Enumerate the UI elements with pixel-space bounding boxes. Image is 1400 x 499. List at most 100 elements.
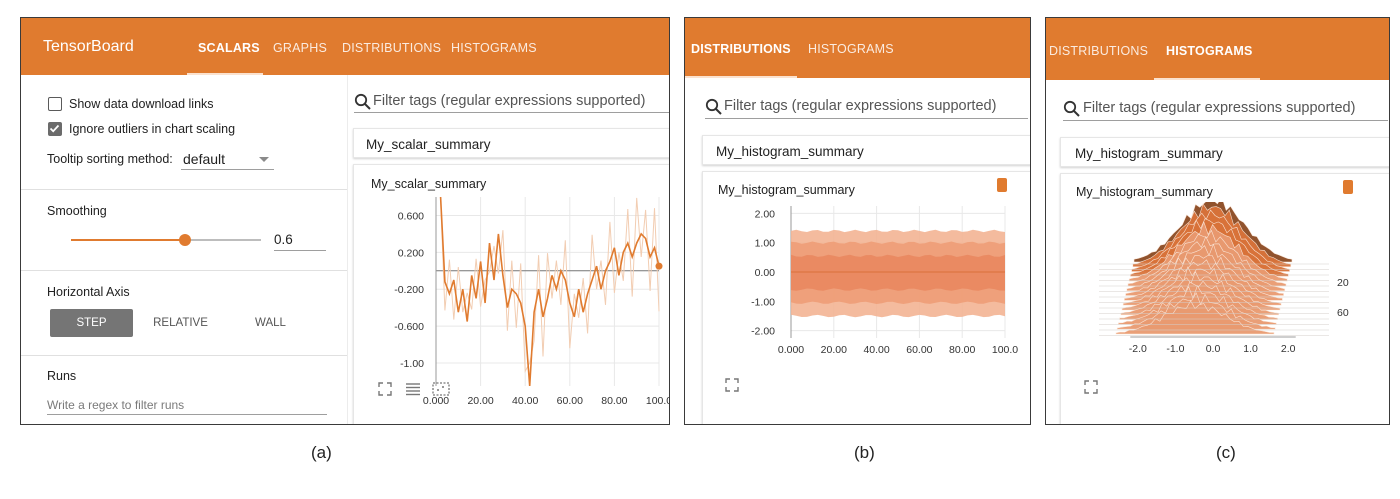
ignore-outliers-label: Ignore outliers in chart scaling bbox=[69, 122, 236, 136]
caption-b: (b) bbox=[854, 443, 875, 462]
filter-tags-underline bbox=[705, 118, 1028, 119]
y-tick-label: -1.00 bbox=[751, 296, 775, 308]
filter-tags-underline bbox=[354, 112, 669, 113]
x-tick-label: 80.00 bbox=[949, 344, 975, 356]
x-tick-label: 20.00 bbox=[467, 395, 493, 407]
histogram-summary-header-card[interactable]: My_histogram_summary bbox=[702, 135, 1030, 165]
caption-c: (c) bbox=[1216, 443, 1236, 462]
y-tick-label: 1.00 bbox=[755, 238, 776, 250]
smoothed-series-line bbox=[439, 197, 660, 387]
ignore-outliers-checkbox[interactable] bbox=[48, 122, 62, 136]
x-tick-label: 100.0 bbox=[992, 344, 1018, 356]
smoothing-value[interactable]: 0.6 bbox=[274, 232, 293, 247]
log-scale-icon[interactable] bbox=[405, 382, 421, 396]
x-tick-label: 40.00 bbox=[512, 395, 538, 407]
active-tab-indicator bbox=[1154, 78, 1260, 80]
relative-button[interactable]: RELATIVE bbox=[153, 317, 208, 329]
app-title: TensorBoard bbox=[43, 38, 134, 55]
tab-distributions[interactable]: DISTRIBUTIONS bbox=[1049, 44, 1149, 58]
horizontal-axis-label: Horizontal Axis bbox=[47, 285, 130, 299]
smoothing-slider-fill bbox=[71, 239, 185, 241]
active-tab-indicator bbox=[187, 73, 263, 75]
histogram-chart[interactable]: -2.0 -1.0 0.0 1.0 2.0 20 60 bbox=[1061, 202, 1390, 382]
y-tick-label: -0.200 bbox=[394, 284, 424, 296]
x-tick-label: -2.0 bbox=[1129, 343, 1147, 355]
search-icon bbox=[705, 98, 722, 115]
show-download-links-label: Show data download links bbox=[69, 97, 214, 111]
top-bar: TensorBoard SCALARS GRAPHS DISTRIBUTIONS… bbox=[21, 18, 669, 75]
run-color-badge[interactable] bbox=[997, 178, 1007, 192]
x-tick-label: -1.0 bbox=[1166, 343, 1184, 355]
runs-filter-input[interactable]: Write a regex to filter runs bbox=[47, 398, 185, 412]
y-tick-label: -2.00 bbox=[751, 326, 775, 338]
active-tab-indicator bbox=[685, 76, 797, 78]
divider bbox=[21, 270, 347, 271]
fit-domain-icon[interactable] bbox=[432, 382, 450, 396]
filter-tags-input[interactable]: Filter tags (regular expressions support… bbox=[373, 93, 646, 109]
fullscreen-icon[interactable] bbox=[378, 382, 392, 396]
scalar-chart-card: My_scalar_summary 0.600 0.200 -0.200 -0.600… bbox=[353, 164, 670, 424]
tab-histograms[interactable]: HISTOGRAMS bbox=[1166, 44, 1253, 58]
x-tick-label: 0.000 bbox=[778, 344, 804, 356]
distribution-band bbox=[791, 254, 1005, 291]
fullscreen-icon[interactable] bbox=[725, 378, 739, 392]
show-download-links-checkbox[interactable] bbox=[48, 97, 62, 111]
distribution-chart[interactable]: 2.00 1.00 0.00 -1.00 -2.000.000 20.00 40.00 60.… bbox=[703, 200, 1031, 380]
y-tick-label: 0.600 bbox=[398, 210, 424, 222]
caption-a: (a) bbox=[311, 443, 332, 462]
tab-scalars[interactable]: SCALARS bbox=[198, 41, 260, 55]
x-tick-label: 1.0 bbox=[1243, 343, 1258, 355]
tab-histograms[interactable]: HISTOGRAMS bbox=[451, 41, 537, 55]
smoothing-value-underline bbox=[274, 250, 326, 251]
step-button[interactable]: STEP bbox=[50, 309, 133, 337]
y-tick-label: 60 bbox=[1337, 307, 1349, 319]
histogram-summary-header-card[interactable]: My_histogram_summary bbox=[1060, 137, 1389, 167]
tooltip-sort-select[interactable]: default bbox=[183, 151, 226, 167]
x-tick-label: 60.00 bbox=[906, 344, 932, 356]
tooltip-sort-underline bbox=[181, 169, 274, 170]
x-tick-label: 80.00 bbox=[601, 395, 627, 407]
fullscreen-icon[interactable] bbox=[1084, 380, 1098, 394]
panel-a: TensorBoard SCALARS GRAPHS DISTRIBUTIONS… bbox=[20, 17, 670, 425]
tab-distributions[interactable]: DISTRIBUTIONS bbox=[691, 42, 791, 56]
y-tick-label: 0.200 bbox=[398, 247, 424, 259]
panel-c: DISTRIBUTIONS HISTOGRAMS Filter tags (re… bbox=[1045, 17, 1390, 425]
top-bar: DISTRIBUTIONS HISTOGRAMS bbox=[1046, 18, 1389, 80]
tab-graphs[interactable]: GRAPHS bbox=[273, 41, 327, 55]
filter-tags-input[interactable]: Filter tags (regular expressions support… bbox=[724, 98, 997, 114]
series-endpoint bbox=[655, 262, 663, 270]
histogram-chart-card: My_histogram_summary -2.0 -1.0 0.0 1.0 2.0 20… bbox=[1060, 173, 1390, 424]
x-tick-label: 0.000 bbox=[423, 395, 449, 407]
chart-title: My_histogram_summary bbox=[718, 183, 855, 197]
card-title: My_histogram_summary bbox=[1075, 146, 1223, 161]
tab-histograms[interactable]: HISTOGRAMS bbox=[808, 42, 894, 56]
x-tick-label: 0.0 bbox=[1206, 343, 1221, 355]
scalar-summary-header-card[interactable]: My_scalar_summary bbox=[353, 128, 669, 158]
card-title: My_histogram_summary bbox=[716, 144, 864, 159]
y-tick-label: 0.00 bbox=[755, 267, 776, 279]
runs-label: Runs bbox=[47, 369, 77, 383]
tab-distributions[interactable]: DISTRIBUTIONS bbox=[342, 41, 442, 55]
filter-tags-input[interactable]: Filter tags (regular expressions support… bbox=[1083, 100, 1356, 116]
y-tick-label: -1.00 bbox=[400, 358, 424, 370]
top-bar: DISTRIBUTIONS HISTOGRAMS bbox=[685, 18, 1030, 78]
smoothing-slider-handle[interactable] bbox=[179, 234, 191, 246]
wall-button[interactable]: WALL bbox=[255, 317, 286, 329]
divider bbox=[21, 355, 347, 356]
y-tick-label: 2.00 bbox=[755, 208, 776, 220]
search-icon bbox=[1063, 100, 1080, 117]
chevron-down-icon[interactable] bbox=[259, 157, 269, 163]
check-icon bbox=[49, 124, 60, 133]
x-tick-label: 100.0 bbox=[646, 395, 670, 407]
y-tick-label: -0.600 bbox=[394, 321, 424, 333]
run-color-badge[interactable] bbox=[1343, 180, 1353, 194]
distribution-chart-card: My_histogram_summary 2.00 1.00 0.00 -1.00 -2… bbox=[702, 171, 1031, 424]
x-tick-label: 20.00 bbox=[821, 344, 847, 356]
x-tick-label: 2.0 bbox=[1281, 343, 1296, 355]
chart-title: My_scalar_summary bbox=[371, 177, 487, 191]
y-tick-label: 20 bbox=[1337, 277, 1349, 289]
scalar-chart[interactable]: 0.600 0.200 -0.200 -0.600 -1.00 0.000 20.00 40.… bbox=[354, 197, 670, 412]
chart-title: My_histogram_summary bbox=[1076, 185, 1213, 199]
panel-b: DISTRIBUTIONS HISTOGRAMS Filter tags (re… bbox=[684, 17, 1031, 425]
sidebar-divider bbox=[347, 75, 348, 424]
